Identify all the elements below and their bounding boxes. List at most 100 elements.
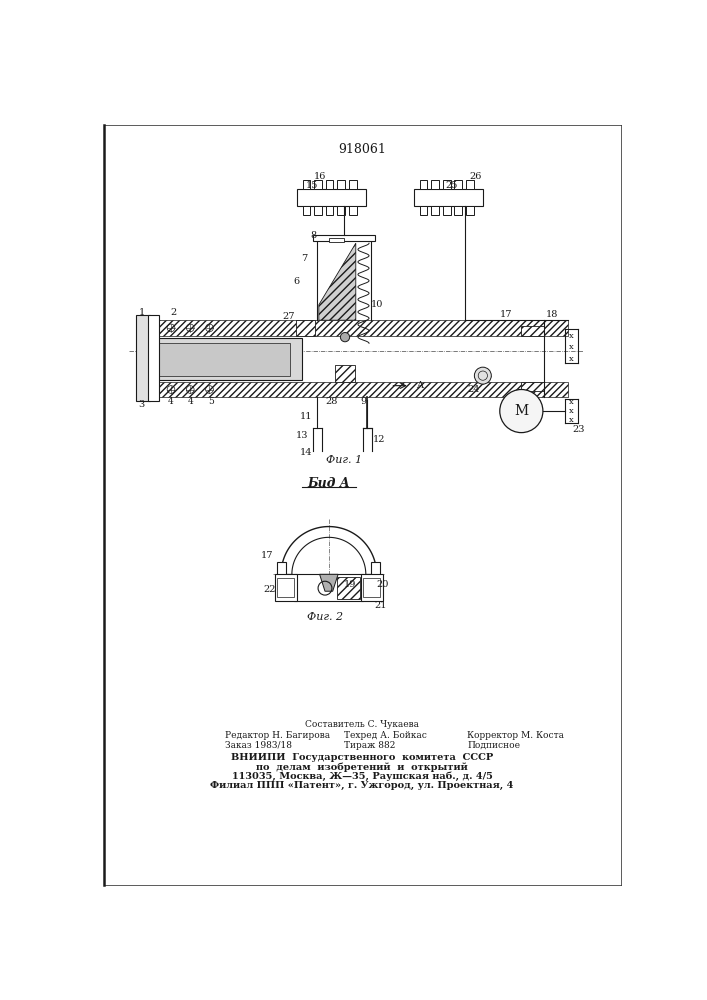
- Text: 5: 5: [208, 397, 214, 406]
- Text: x: x: [569, 407, 574, 415]
- Bar: [148, 382, 568, 397]
- Bar: [521, 326, 544, 336]
- Text: Фиг. 2: Фиг. 2: [307, 612, 343, 622]
- Text: x: x: [569, 343, 574, 351]
- Text: ВНИИПИ  Государственного  комитета  СССР: ВНИИПИ Государственного комитета СССР: [230, 753, 493, 762]
- Text: 11: 11: [300, 412, 312, 421]
- Bar: [303, 180, 310, 189]
- Text: 7: 7: [301, 254, 308, 263]
- Text: 17: 17: [261, 551, 274, 560]
- Text: x: x: [569, 416, 574, 424]
- Text: Подписное: Подписное: [467, 741, 520, 750]
- Bar: [371, 562, 380, 576]
- Bar: [160, 343, 291, 376]
- Bar: [148, 315, 160, 401]
- Text: 26: 26: [469, 172, 481, 181]
- Text: 4: 4: [187, 397, 193, 406]
- Bar: [420, 206, 428, 215]
- Bar: [431, 180, 439, 189]
- Bar: [148, 336, 568, 382]
- Bar: [329, 238, 344, 242]
- Text: 918061: 918061: [338, 143, 386, 156]
- Bar: [313, 235, 375, 241]
- Text: M: M: [514, 404, 528, 418]
- Text: 24: 24: [467, 385, 480, 394]
- Text: 15: 15: [305, 181, 318, 190]
- Circle shape: [474, 367, 491, 384]
- Text: 21: 21: [374, 601, 387, 610]
- Text: x: x: [569, 332, 574, 340]
- Text: по  делам  изобретений  и  открытий: по делам изобретений и открытий: [256, 762, 468, 772]
- Text: 16: 16: [313, 172, 326, 181]
- Text: x: x: [569, 398, 574, 406]
- Bar: [414, 189, 483, 206]
- Text: Составитель С. Чукаева: Составитель С. Чукаева: [305, 720, 419, 729]
- Bar: [296, 320, 315, 336]
- Bar: [335, 365, 355, 382]
- Text: x: x: [569, 355, 574, 363]
- Text: 23: 23: [572, 425, 585, 434]
- Text: 20: 20: [377, 580, 389, 589]
- Bar: [275, 574, 296, 601]
- Text: Корректор М. Коста: Корректор М. Коста: [467, 732, 564, 740]
- Text: 8: 8: [310, 231, 317, 240]
- Bar: [443, 206, 450, 215]
- Bar: [466, 206, 474, 215]
- Text: 2: 2: [170, 308, 177, 317]
- Bar: [443, 180, 450, 189]
- Bar: [363, 578, 380, 597]
- Text: Фиг. 1: Фиг. 1: [326, 455, 362, 465]
- Bar: [337, 577, 360, 599]
- Text: 22: 22: [263, 585, 276, 594]
- Bar: [152, 338, 302, 380]
- Text: 1: 1: [139, 308, 145, 317]
- Text: 3: 3: [139, 400, 145, 409]
- Text: 14: 14: [300, 448, 312, 457]
- Text: Техред А. Бойкас: Техред А. Бойкас: [344, 732, 427, 740]
- Text: 6: 6: [293, 277, 300, 286]
- Bar: [420, 180, 428, 189]
- Bar: [361, 574, 382, 601]
- Text: Бид A: Бид A: [308, 477, 350, 490]
- Text: Редактор Н. Багирова: Редактор Н. Багирова: [225, 732, 330, 740]
- Polygon shape: [320, 574, 338, 591]
- Bar: [326, 180, 334, 189]
- Bar: [314, 180, 322, 189]
- Text: 18: 18: [546, 310, 559, 319]
- Bar: [148, 320, 568, 336]
- Text: Филиал ППП «Патент», г. Ужгород, ул. Проектная, 4: Филиал ППП «Патент», г. Ужгород, ул. Про…: [210, 781, 514, 790]
- Bar: [303, 206, 310, 215]
- Text: Заказ 1983/18: Заказ 1983/18: [225, 741, 292, 750]
- Text: 19: 19: [344, 580, 356, 589]
- Text: 25: 25: [446, 181, 458, 190]
- Bar: [431, 206, 439, 215]
- Bar: [294, 574, 363, 601]
- Text: 10: 10: [370, 300, 382, 309]
- Bar: [277, 578, 294, 597]
- Text: 13: 13: [296, 431, 308, 440]
- Bar: [314, 206, 322, 215]
- Circle shape: [340, 333, 350, 342]
- Bar: [337, 180, 345, 189]
- Bar: [277, 562, 286, 576]
- Bar: [455, 206, 462, 215]
- Text: 17: 17: [500, 310, 512, 319]
- Text: Тираж 882: Тираж 882: [344, 741, 396, 750]
- Text: 12: 12: [373, 435, 385, 444]
- Bar: [296, 189, 366, 206]
- Bar: [337, 206, 345, 215]
- Text: 4: 4: [168, 397, 174, 406]
- Bar: [466, 180, 474, 189]
- Polygon shape: [319, 243, 356, 320]
- Bar: [326, 206, 334, 215]
- Text: 27: 27: [283, 312, 295, 321]
- Text: 28: 28: [325, 397, 337, 406]
- Bar: [136, 315, 150, 401]
- Circle shape: [500, 389, 543, 433]
- Bar: [349, 206, 356, 215]
- Text: 113035, Москва, Ж—35, Раушская наб., д. 4/5: 113035, Москва, Ж—35, Раушская наб., д. …: [231, 771, 492, 781]
- Bar: [349, 180, 356, 189]
- Bar: [455, 180, 462, 189]
- Bar: [521, 382, 544, 391]
- Text: 9: 9: [361, 397, 366, 406]
